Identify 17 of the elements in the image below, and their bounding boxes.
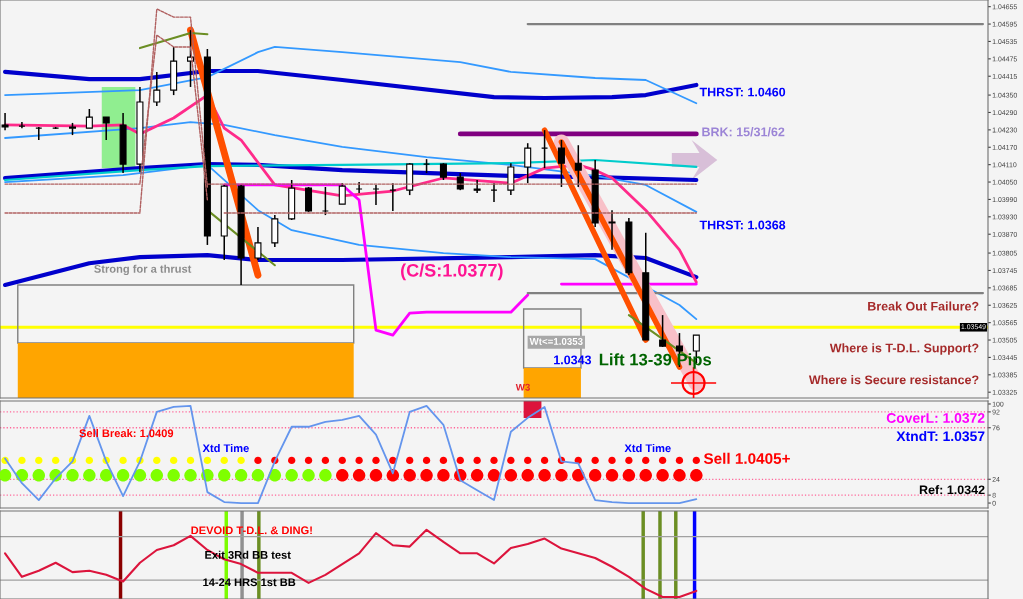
annotation: Wt<=1.0353 [529,338,583,345]
annotation: CoverL: 1.0372 [886,413,985,423]
annotation: (C/S:1.0377) [401,263,503,281]
annotation: 14-24 HRS 1st BB [203,578,296,587]
annotation: BRK: 15/31/62 [702,127,785,137]
annotation: Ref: 1.0342 [919,485,985,495]
annotation: Where is Secure resistance? [808,375,979,385]
annotation: Strong for a thrust [94,264,192,276]
annotation: XtndT: 1.0357 [896,430,985,442]
annotation: Where is T-D.L. Support? [829,343,979,355]
annotation: Xtd Time [202,443,249,453]
annotation: THRST: 1.0368 [699,220,786,230]
annotation: 1.0343 [554,355,592,365]
annotation: THRST: 1.0460 [699,87,786,97]
annotation: Sell 1.0405+ [703,452,790,464]
annotation: Break Out Failure? [868,301,979,311]
annotation: Xtd Time [624,443,671,453]
